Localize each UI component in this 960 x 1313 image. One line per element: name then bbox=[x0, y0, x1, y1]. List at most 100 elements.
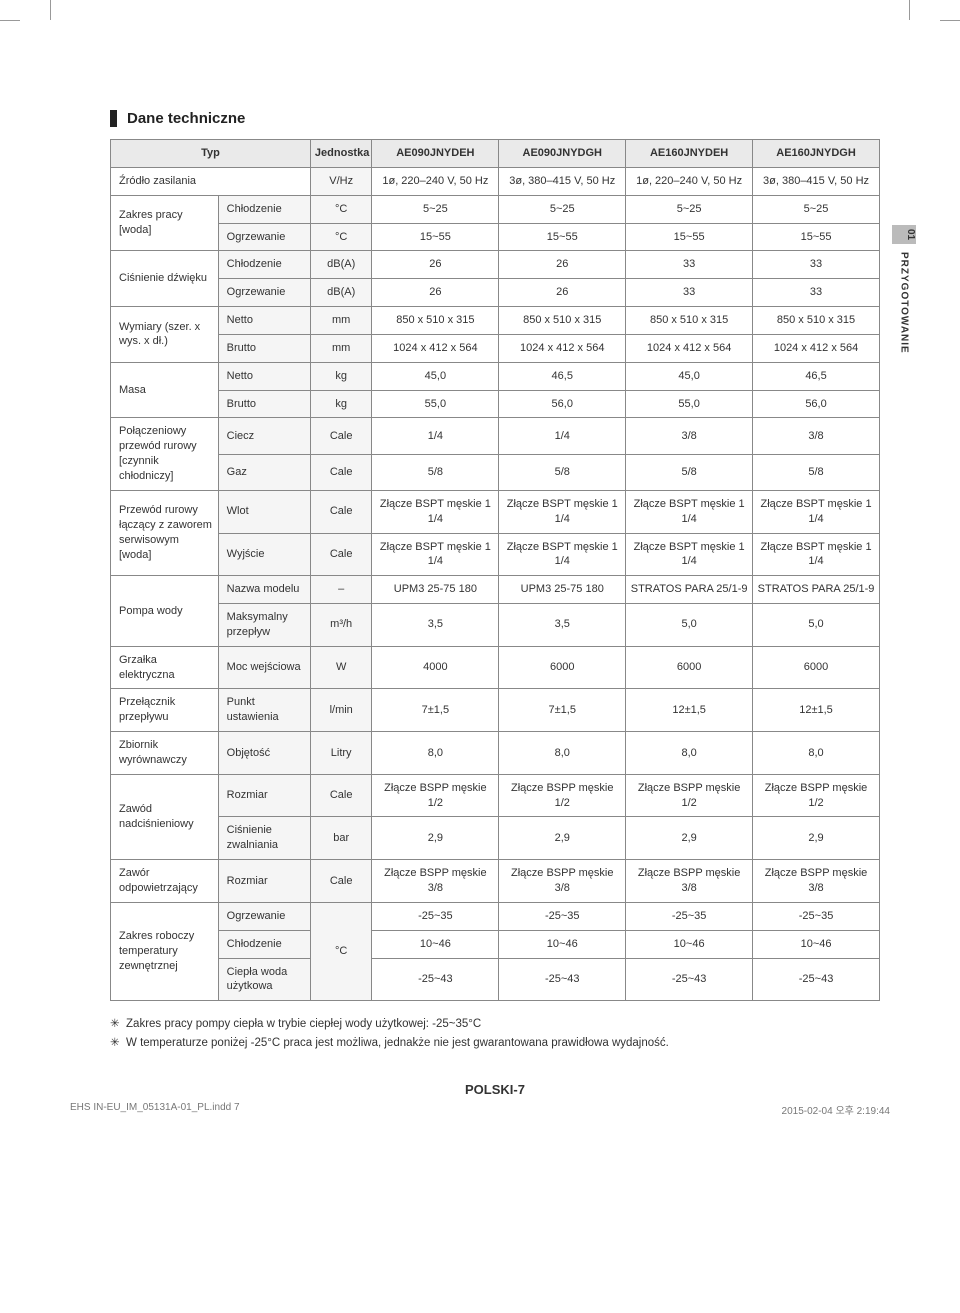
cell-value: 26 bbox=[372, 251, 499, 279]
row-unit: °C bbox=[310, 195, 372, 223]
cell-value: 2,9 bbox=[753, 817, 880, 860]
cell-value: Złącze BSPT męskie 1 1/4 bbox=[626, 533, 753, 576]
row-unit: Cale bbox=[310, 774, 372, 817]
cell-value: -25~35 bbox=[626, 902, 753, 930]
row-sub-label: Netto bbox=[218, 307, 310, 335]
cell-value: 55,0 bbox=[626, 390, 753, 418]
cell-value: Złącze BSPT męskie 1 1/4 bbox=[372, 533, 499, 576]
row-sub-label: Ciepła woda użytkowa bbox=[218, 958, 310, 1001]
table-row: Połączeniowy przewód rurowy [czynnik chł… bbox=[111, 418, 880, 454]
cell-value: 26 bbox=[499, 279, 626, 307]
cell-value: 33 bbox=[753, 251, 880, 279]
row-sub-label: Brutto bbox=[218, 334, 310, 362]
col-model: AE090JNYDGH bbox=[499, 140, 626, 168]
table-row: Zawód nadciśnieniowyRozmiarCaleZłącze BS… bbox=[111, 774, 880, 817]
cell-value: 45,0 bbox=[372, 362, 499, 390]
row-group-label: Ciśnienie dźwięku bbox=[111, 251, 219, 307]
table-row: Chłodzenie10~4610~4610~4610~46 bbox=[111, 930, 880, 958]
row-unit: mm bbox=[310, 307, 372, 335]
row-group-label: Zakres roboczy temperatury zewnętrznej bbox=[111, 902, 219, 1000]
note-line: ✳ Zakres pracy pompy ciepła w trybie cie… bbox=[110, 1015, 880, 1033]
cell-value: 1024 x 412 x 564 bbox=[753, 334, 880, 362]
cell-value: 55,0 bbox=[372, 390, 499, 418]
cell-value: Złącze BSPP męskie 3/8 bbox=[626, 860, 753, 903]
cell-value: 2,9 bbox=[626, 817, 753, 860]
cell-value: 5~25 bbox=[626, 195, 753, 223]
cell-value: STRATOS PARA 25/1-9 bbox=[626, 576, 753, 604]
row-unit: dB(A) bbox=[310, 279, 372, 307]
cell-value: 1024 x 412 x 564 bbox=[499, 334, 626, 362]
cell-value: Złącze BSPP męskie 1/2 bbox=[372, 774, 499, 817]
row-unit: bar bbox=[310, 817, 372, 860]
cell-value: 10~46 bbox=[499, 930, 626, 958]
cell-value: -25~43 bbox=[626, 958, 753, 1001]
row-unit: – bbox=[310, 576, 372, 604]
cell-value: 850 x 510 x 315 bbox=[753, 307, 880, 335]
col-type: Typ bbox=[111, 140, 311, 168]
table-row: Bruttokg55,056,055,056,0 bbox=[111, 390, 880, 418]
cell-value: 5~25 bbox=[499, 195, 626, 223]
row-unit: Cale bbox=[310, 454, 372, 490]
table-row: Maksymalny przepływm³/h3,53,55,05,0 bbox=[111, 604, 880, 647]
row-group-label: Masa bbox=[111, 362, 219, 418]
table-row: Pompa wodyNazwa modelu–UPM3 25-75 180UPM… bbox=[111, 576, 880, 604]
page: 01 PRZYGOTOWANIE Dane techniczne Typ Jed… bbox=[0, 0, 960, 1137]
side-tab-number: 01 bbox=[892, 225, 916, 244]
cell-value: 33 bbox=[626, 251, 753, 279]
row-sub-label: Chłodzenie bbox=[218, 251, 310, 279]
cell-value: 5~25 bbox=[372, 195, 499, 223]
cell-value: 1024 x 412 x 564 bbox=[626, 334, 753, 362]
note-line: ✳ W temperaturze poniżej -25°C praca jes… bbox=[110, 1034, 880, 1052]
row-group-label: Wymiary (szer. x wys. x dł.) bbox=[111, 307, 219, 363]
row-unit: °C bbox=[310, 223, 372, 251]
row-group-label: Zbiornik wyrównawczy bbox=[111, 732, 219, 775]
row-sub-label: Maksymalny przepływ bbox=[218, 604, 310, 647]
cell-value: Złącze BSPP męskie 1/2 bbox=[499, 774, 626, 817]
cell-value: UPM3 25-75 180 bbox=[499, 576, 626, 604]
cell-value: Złącze BSPP męskie 3/8 bbox=[372, 860, 499, 903]
row-group-label: Zawór odpowietrzający bbox=[111, 860, 219, 903]
table-row: Źródło zasilaniaV/Hz1ø, 220–240 V, 50 Hz… bbox=[111, 167, 880, 195]
cell-value: 5/8 bbox=[372, 454, 499, 490]
row-unit: Cale bbox=[310, 533, 372, 576]
cell-value: 12±1,5 bbox=[753, 689, 880, 732]
cell-value: 5,0 bbox=[626, 604, 753, 647]
table-row: Przełącznik przepływuPunkt ustawienial/m… bbox=[111, 689, 880, 732]
row-sub-label: Wyjście bbox=[218, 533, 310, 576]
row-unit: Cale bbox=[310, 860, 372, 903]
cell-value: 33 bbox=[753, 279, 880, 307]
cell-value: 6000 bbox=[753, 646, 880, 689]
table-row: GazCale5/85/85/85/8 bbox=[111, 454, 880, 490]
cell-value: 5/8 bbox=[499, 454, 626, 490]
cell-value: 5,0 bbox=[753, 604, 880, 647]
col-model: AE160JNYDGH bbox=[753, 140, 880, 168]
row-sub-label: Punkt ustawienia bbox=[218, 689, 310, 732]
cell-value: 850 x 510 x 315 bbox=[626, 307, 753, 335]
row-unit: Litry bbox=[310, 732, 372, 775]
page-footer: POLSKI-7 bbox=[110, 1082, 880, 1097]
table-row: Wymiary (szer. x wys. x dł.)Nettomm850 x… bbox=[111, 307, 880, 335]
doc-footer: EHS IN-EU_IM_05131A-01_PL.indd 7 2015-02… bbox=[70, 1102, 890, 1117]
spec-table: Typ Jednostka AE090JNYDEH AE090JNYDGH AE… bbox=[110, 139, 880, 1001]
cell-value: 3,5 bbox=[499, 604, 626, 647]
cell-value: -25~35 bbox=[753, 902, 880, 930]
page-heading: Dane techniczne bbox=[127, 110, 880, 127]
cell-value: UPM3 25-75 180 bbox=[372, 576, 499, 604]
cell-value: 1/4 bbox=[499, 418, 626, 454]
cell-value: 8,0 bbox=[626, 732, 753, 775]
cell-value: 7±1,5 bbox=[499, 689, 626, 732]
cell-value: 2,9 bbox=[499, 817, 626, 860]
table-row: Zawór odpowietrzającyRozmiarCaleZłącze B… bbox=[111, 860, 880, 903]
row-unit: Cale bbox=[310, 490, 372, 533]
row-sub-label: Chłodzenie bbox=[218, 195, 310, 223]
row-sub-label: Netto bbox=[218, 362, 310, 390]
cell-value: 1ø, 220–240 V, 50 Hz bbox=[372, 167, 499, 195]
row-sub-label: Rozmiar bbox=[218, 860, 310, 903]
row-sub-label: Wlot bbox=[218, 490, 310, 533]
cell-value: 33 bbox=[626, 279, 753, 307]
cell-value: 12±1,5 bbox=[626, 689, 753, 732]
table-row: Zakres pracy [woda]Chłodzenie°C5~255~255… bbox=[111, 195, 880, 223]
row-sub-label: Ogrzewanie bbox=[218, 279, 310, 307]
cell-value: -25~43 bbox=[499, 958, 626, 1001]
cell-value: 8,0 bbox=[499, 732, 626, 775]
